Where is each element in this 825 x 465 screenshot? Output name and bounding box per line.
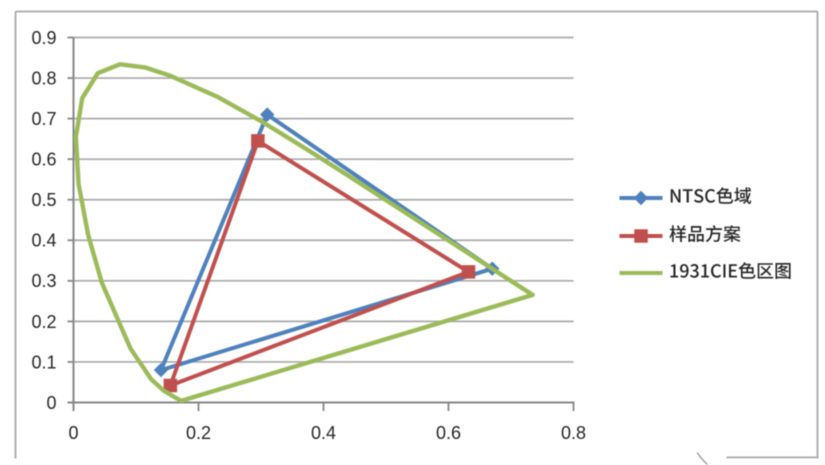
y-tick-label: 0.9 [31, 28, 56, 48]
overlap-artifact-line [696, 452, 708, 465]
gridlines [73, 36, 574, 363]
legend-label [670, 262, 791, 280]
legend: NTSC色域样品方案1931CIE色区图 [618, 179, 793, 292]
x-tick-label: 0.8 [561, 423, 586, 443]
y-tick-label: 0.8 [31, 68, 56, 88]
diamond-marker [260, 107, 275, 122]
legend-item-sample-scheme: 样品方案 [618, 217, 793, 255]
y-tick-label: 0.2 [31, 312, 56, 332]
series-sample-scheme [163, 134, 476, 393]
y-tick-label: 0.4 [31, 231, 56, 251]
series-ntsc-gamut [153, 107, 500, 378]
x-tick-label: 0.6 [436, 423, 461, 443]
square-marker [163, 378, 178, 393]
legend-label-glyphs [669, 224, 741, 242]
y-tick-label: 0.7 [31, 109, 56, 129]
axis-tick-labels: 0 0.1 0.2 0.3 0.4 0.5 0.6 0.7 0.8 0.9 0 0.2 0.4 0.6 0.… [31, 28, 586, 443]
legend-label [670, 187, 752, 204]
legend-item-cie1931-locus: 1931CIE色区图 [618, 255, 793, 293]
square-marker [251, 134, 265, 148]
axes [67, 36, 575, 411]
series-line [73, 62, 535, 403]
legend-key-diamond [619, 190, 663, 206]
x-tick-label: 0 [68, 423, 78, 443]
legend-key-square [619, 228, 663, 243]
legend-label-glyphs [670, 187, 752, 204]
chart-border [14, 10, 819, 459]
series-line [159, 112, 495, 373]
legend-item-ntsc-gamut: NTSC色域 [618, 179, 793, 217]
y-tick-label: 0.3 [31, 271, 56, 291]
square-marker [461, 265, 476, 279]
y-tick-label: 0.6 [31, 150, 56, 170]
x-tick-label: 0.4 [311, 423, 336, 443]
legend-key-marker [633, 190, 649, 206]
data-series [73, 62, 535, 403]
x-tick-label: 0.2 [186, 423, 211, 443]
diamond-marker [153, 362, 169, 378]
legend-key-marker [634, 228, 648, 243]
y-tick-label: 0.1 [31, 352, 56, 372]
series-line [168, 138, 471, 388]
series-cie1931-locus [73, 62, 535, 403]
legend-key-line [619, 271, 663, 276]
y-tick-label: 0.5 [31, 190, 56, 210]
y-tick-label: 0 [46, 393, 56, 413]
legend-label [669, 224, 741, 242]
legend-label-glyphs [670, 262, 791, 280]
